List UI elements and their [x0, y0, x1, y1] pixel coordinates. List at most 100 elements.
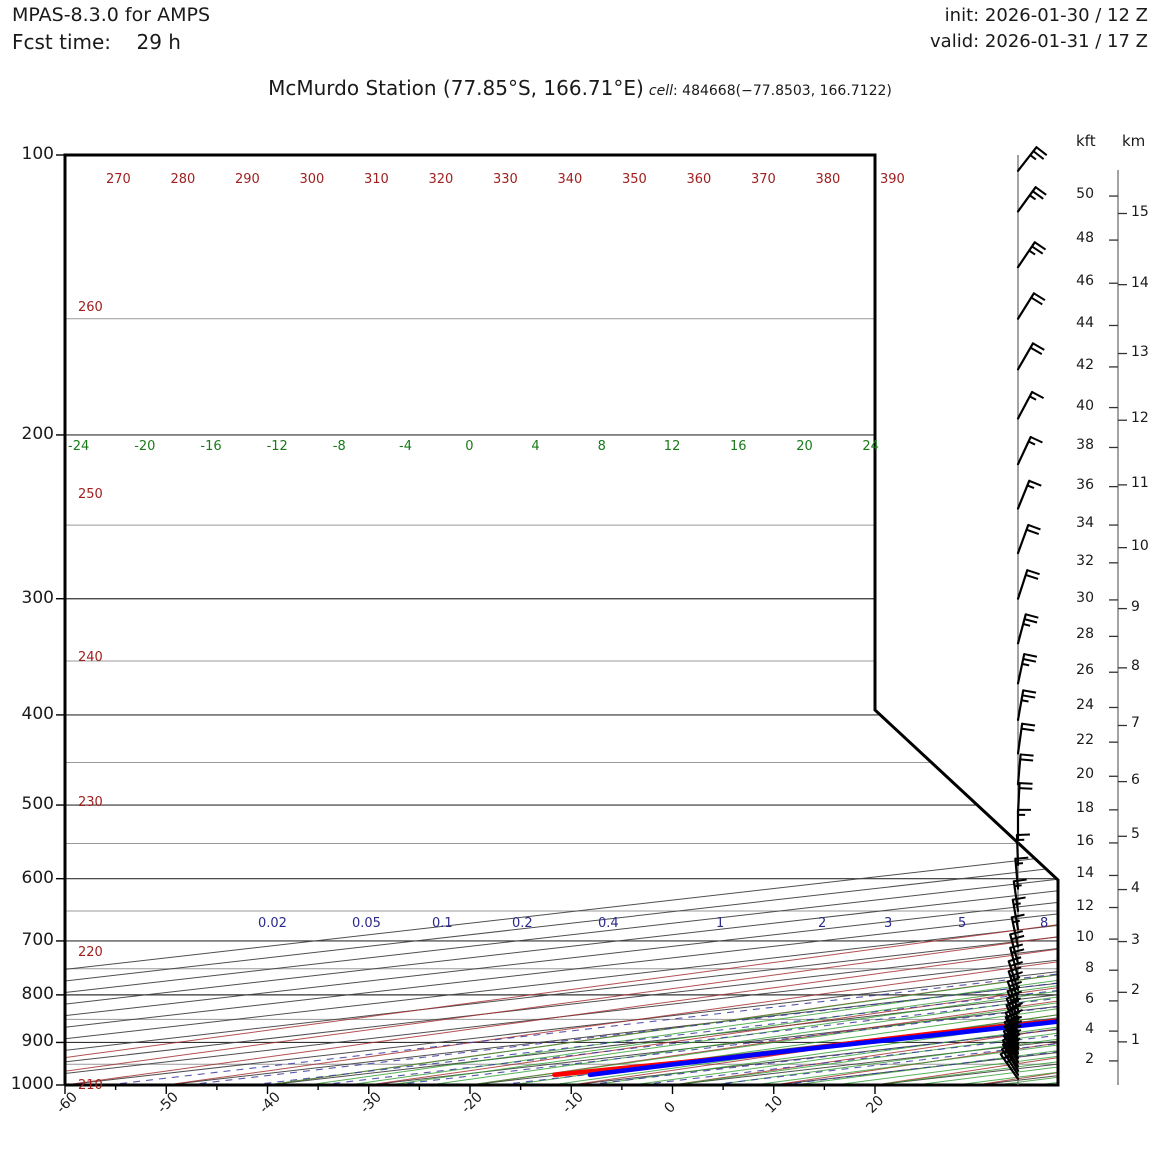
kft-label-20: 20 — [1076, 766, 1094, 783]
isotherm — [65, 155, 1058, 1085]
dry-adiabat — [368, 155, 1058, 1085]
moist-adiabat-label--12: -12 — [266, 438, 288, 454]
moist-adiabat — [469, 155, 1058, 1085]
moist-adiabat — [753, 155, 1058, 1085]
kft-label-26: 26 — [1076, 662, 1094, 679]
km-label-9: 9 — [1131, 598, 1140, 615]
model-title: MPAS-8.3.0 for AMPS — [12, 4, 211, 26]
kft-label-6: 6 — [1085, 990, 1094, 1007]
plot-frame — [56, 153, 1127, 1094]
init-time: init: 2026-01-30 / 12 Z — [944, 5, 1148, 26]
dry-adiabat-label-310: 310 — [364, 172, 389, 187]
isotherm — [1078, 155, 1160, 1085]
kft-label-50: 50 — [1076, 186, 1094, 203]
moist-adiabat — [307, 155, 1058, 1085]
km-label-15: 15 — [1131, 203, 1149, 220]
mixing-ratio-label-0.02: 0.02 — [258, 916, 287, 931]
pressure-label-800: 800 — [21, 983, 54, 1004]
pressure-label-300: 300 — [21, 587, 54, 608]
moist-adiabat — [672, 155, 1058, 1085]
mixing-ratio-line — [613, 693, 1058, 1085]
dry-adiabat-label-290: 290 — [235, 172, 260, 187]
moist-adiabat-label-24: 24 — [862, 438, 879, 454]
mixing-ratio-label-3: 3 — [884, 916, 893, 931]
wind-barb — [1016, 652, 1038, 685]
kft-label-34: 34 — [1076, 515, 1094, 532]
kft-axis-header: kft — [1076, 132, 1096, 150]
km-label-12: 12 — [1131, 410, 1149, 427]
dry-adiabat-label-390: 390 — [880, 172, 905, 187]
moist-adiabat — [793, 155, 1058, 1085]
station-title: McMurdo Station (77.85°S, 166.71°E) — [268, 76, 644, 100]
moist-adiabat-label-12: 12 — [663, 438, 681, 454]
wind-barb — [1016, 146, 1048, 172]
pressure-label-100: 100 — [21, 144, 54, 164]
dry-adiabat — [571, 155, 1058, 1085]
pressure-label-1000: 1000 — [10, 1074, 54, 1094]
frame-outline — [63, 153, 1060, 1087]
isotherm — [166, 155, 1058, 1085]
kft-label-24: 24 — [1076, 697, 1094, 714]
forecast-time-label: Fcst time: — [12, 30, 112, 54]
dry-adiabat-label-240: 240 — [78, 650, 103, 665]
wind-barb — [1016, 241, 1047, 269]
pressure-label-500: 500 — [21, 794, 54, 815]
km-label-14: 14 — [1131, 274, 1149, 291]
dry-adiabat-label-300: 300 — [299, 172, 325, 187]
moist-adiabat-label--24: -24 — [68, 438, 90, 454]
dry-adiabat-label-250: 250 — [78, 487, 103, 502]
wind-barb — [1011, 896, 1026, 931]
moist-adiabat — [267, 155, 1058, 1085]
moist-adiabat-label--16: -16 — [200, 438, 222, 454]
dry-adiabat-label-340: 340 — [557, 172, 583, 187]
wind-barb — [1016, 523, 1041, 555]
wind-barb — [1016, 569, 1040, 600]
dry-adiabat-label-360: 360 — [686, 172, 712, 187]
km-label-13: 13 — [1131, 343, 1149, 360]
kft-label-28: 28 — [1076, 626, 1094, 643]
isotherm — [65, 155, 1058, 1085]
dry-adiabat — [773, 155, 1058, 1085]
moist-adiabat — [1078, 155, 1160, 1085]
mixing-ratio-label-1: 1 — [716, 916, 725, 931]
kft-label-8: 8 — [1085, 960, 1094, 977]
wind-barb — [1016, 753, 1034, 786]
isotherm — [368, 155, 1058, 1085]
page-title: McMurdo Station (77.85°S, 166.71°E) cell… — [0, 76, 1160, 100]
moist-adiabat — [429, 155, 1058, 1085]
mixing-ratio-label-5: 5 — [958, 916, 967, 931]
mixing-ratio-label-8: 8 — [1040, 916, 1049, 931]
moist-adiabat-label--8: -8 — [332, 438, 346, 454]
km-axis-header: km — [1122, 132, 1146, 150]
moist-adiabat-label--20: -20 — [134, 438, 156, 454]
wind-barb — [1016, 781, 1033, 815]
dry-adiabat-label-330: 330 — [493, 172, 518, 187]
wind-barb — [1016, 186, 1047, 213]
kft-label-36: 36 — [1076, 476, 1094, 493]
km-label-6: 6 — [1131, 771, 1140, 788]
km-label-8: 8 — [1131, 657, 1140, 674]
kft-label-40: 40 — [1076, 397, 1094, 414]
forecast-time: Fcst time: 29 h — [12, 30, 181, 54]
moist-adiabat-label-16: 16 — [730, 438, 747, 454]
kft-label-10: 10 — [1076, 929, 1094, 946]
kft-label-18: 18 — [1076, 799, 1094, 816]
isotherm — [65, 155, 1058, 1085]
km-label-4: 4 — [1131, 879, 1140, 896]
kft-label-16: 16 — [1076, 832, 1094, 849]
dry-adiabat — [672, 155, 1058, 1085]
moist-adiabat-label-20: 20 — [796, 438, 813, 454]
kft-label-22: 22 — [1076, 732, 1094, 749]
moist-adiabat — [388, 155, 1058, 1085]
moist-adiabat — [550, 155, 1058, 1085]
wind-barb — [1016, 342, 1045, 371]
pressure-label-600: 600 — [21, 867, 54, 888]
moist-adiabat — [510, 155, 1058, 1085]
kft-label-4: 4 — [1085, 1021, 1094, 1038]
wind-barb — [1009, 943, 1025, 978]
dry-adiabat-label-260: 260 — [78, 300, 103, 315]
isotherm — [571, 155, 1058, 1085]
km-label-11: 11 — [1131, 474, 1149, 491]
dry-adiabat — [469, 155, 1058, 1085]
